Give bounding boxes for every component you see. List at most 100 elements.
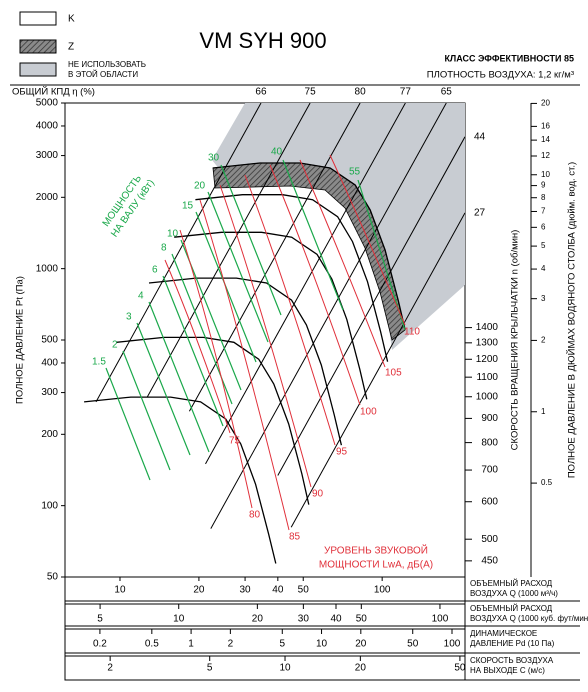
efficiency-label: 65 [441,87,453,98]
efficiency-line [290,212,465,528]
power-line [148,301,210,453]
y-tick-label: 500 [41,335,58,346]
y3-tick-label: 0.5 [541,478,553,487]
sound-label: 75 [229,436,241,447]
power-label: 2 [112,340,118,351]
scale-tick-label: 20 [355,663,367,674]
y2-tick-label: 1000 [476,391,499,402]
note: КЛАСС ЭФФЕКТИВНОСТИ 85 [444,53,574,63]
y3-tick-label: 12 [541,151,550,160]
scale-tick-label: 50 [454,663,466,674]
sound-title: МОЩНОСТИ LwA, дБ(А) [319,560,433,571]
y-axis-title: ПОЛНОЕ ДАВЛЕНИЕ Pt (Па) [15,276,26,404]
efficiency-label: 66 [255,87,267,98]
y2-tick-label: 800 [481,437,498,448]
scale-tick-label: 1 [188,639,194,650]
power-line [282,159,344,311]
scale-tick-label: 5 [279,639,285,650]
y-tick-label: 400 [41,358,58,369]
scale-tick-label: 10 [173,614,185,625]
sound-label: 110 [404,327,420,338]
scale-tick-label: 0.2 [93,639,107,650]
power-label: 1.5 [92,357,106,368]
scale-tick-label: 0.5 [145,639,159,650]
x-tick-label: 50 [298,585,310,596]
scale-tick-label: 5 [207,663,213,674]
x-axis-title: ВОЗДУХА Q (1000 м³/ч) [470,589,558,598]
efficiency-label: 27 [474,208,486,219]
y2-tick-label: 1400 [476,322,499,333]
y-tick-label: 2000 [36,192,59,203]
scale-tick-label: 10 [279,663,291,674]
efficiency-label: 80 [355,87,367,98]
scale-tick-label: 2 [228,639,234,650]
efficiency-label: 77 [400,87,412,98]
efficiency-line [205,103,406,465]
x-axis-title: ОБЪЕМНЫЙ РАСХОД [470,579,553,588]
scale-title: ДИНАМИЧЕСКОЕ [470,629,537,638]
legend-swatch [19,11,57,26]
scale-tick-label: 50 [356,614,368,625]
y3-axis-title: ПОЛНОЕ ДАВЛЕНИЕ В ДЮЙМАХ ВОДЯНОГО СТОЛБА… [566,162,578,478]
power-label: 3 [126,312,132,323]
power-label: 55 [349,167,361,178]
y2-tick-label: 600 [481,496,498,507]
legend-label: В ЭТОЙ ОБЛАСТИ [68,70,138,79]
sound-line [244,174,336,446]
x-tick-label: 20 [193,585,205,596]
sound-label: 100 [360,407,377,418]
sound-line [164,259,231,434]
scale-tick-label: 30 [298,614,310,625]
y2-tick-label: 1100 [476,372,498,383]
scale-tick-label: 10 [316,639,328,650]
note: ПЛОТНОСТЬ ВОЗДУХА: 1,2 кг/м³ [427,70,574,81]
sound-line [219,184,312,488]
scale-tick-label: 100 [432,614,449,625]
sound-label: 90 [312,489,324,500]
y3-tick-label: 10 [541,170,550,179]
y-tick-label: 100 [41,500,58,511]
x-tick-label: 40 [272,585,284,596]
y-tick-label: 50 [47,572,59,583]
y-tick-label: 200 [41,429,58,440]
legend-swatch [19,39,57,54]
chart-title: VM SYH 900 [199,28,326,53]
scale-title: ДАВЛЕНИЕ Pd (10 Па) [470,639,555,648]
power-line [105,367,151,481]
scale-tick-label: 5 [97,614,103,625]
y3-tick-label: 7 [541,207,546,216]
x-tick-label: 30 [240,585,252,596]
power-label: 30 [208,153,220,164]
power-line [207,191,269,343]
efficiency-line [146,103,311,398]
x-tick-label: 100 [374,585,391,596]
scale-tick-label: 2 [107,663,113,674]
y-tick-label: 300 [41,387,58,398]
y2-tick-label: 1300 [476,337,499,348]
sound-line [299,159,386,368]
power-label: 4 [138,291,144,302]
legend-swatch [19,62,57,77]
power-line [357,179,406,331]
efficiency-line [277,136,465,476]
y3-tick-label: 14 [541,135,550,144]
power-label: 20 [194,181,206,192]
scale-tick-label: 20 [355,639,367,650]
sound-lines [164,154,406,531]
y3-tick-label: 8 [541,193,546,202]
efficiency-title: ОБЩИЙ КПД η (%) [12,86,95,98]
sound-title-box [312,543,440,573]
sound-labels: 110 105 100 95 90 85 80 75 УРОВЕНЬ ЗВУКО… [229,327,440,573]
y-tick-label: 5000 [36,98,59,109]
scale-title: НА ВЫХОДЕ C (м/с) [470,666,545,675]
power-line [122,350,171,471]
sound-title: УРОВЕНЬ ЗВУКОВОЙ [324,544,428,557]
legend-label: НЕ ИСПОЛЬЗОВАТЬ [68,60,146,69]
y3-tick-label: 6 [541,222,546,231]
y3-tick-label: 2 [541,336,546,345]
scale-title: ВОЗДУХА Q (1000 куб. фут/мин) [470,614,588,623]
sound-line [179,229,253,509]
y-tick-label: 1000 [36,263,59,274]
